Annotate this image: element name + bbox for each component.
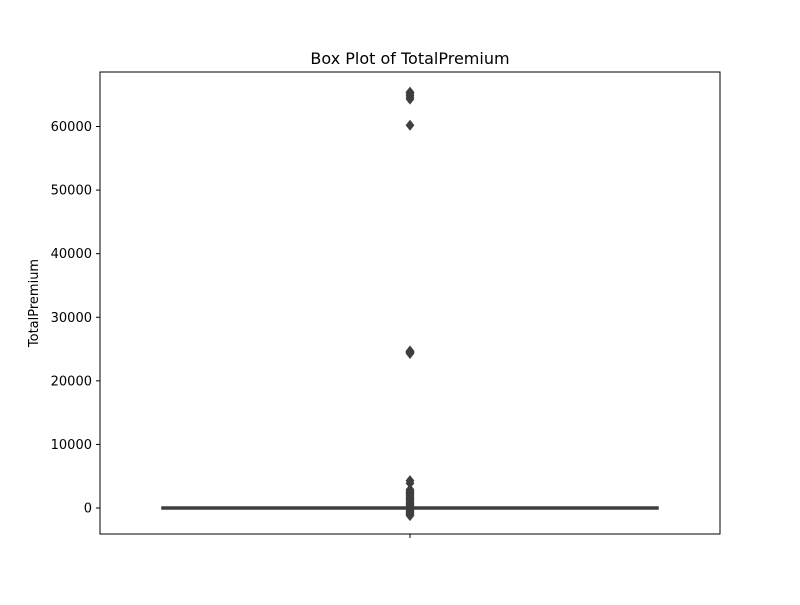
y-axis-label: TotalPremium [27,259,42,348]
outlier-point [405,93,415,105]
y-tick-label: 20000 [51,374,92,389]
y-tick-label: 50000 [51,184,92,199]
outlier-point [405,510,415,522]
y-tick-label: 0 [84,502,92,517]
plot-area: 0 10000 20000 30000 40000 50000 60000 [51,71,721,538]
outlier-point [405,119,415,131]
axes-frame [99,71,721,535]
chart-title: Box Plot of TotalPremium [310,49,509,68]
outlier-point [405,348,415,359]
y-tick-label: 60000 [51,120,92,135]
y-tick-label: 30000 [51,311,92,326]
y-tick-label: 40000 [51,247,92,262]
y-tick-label: 10000 [51,438,92,453]
